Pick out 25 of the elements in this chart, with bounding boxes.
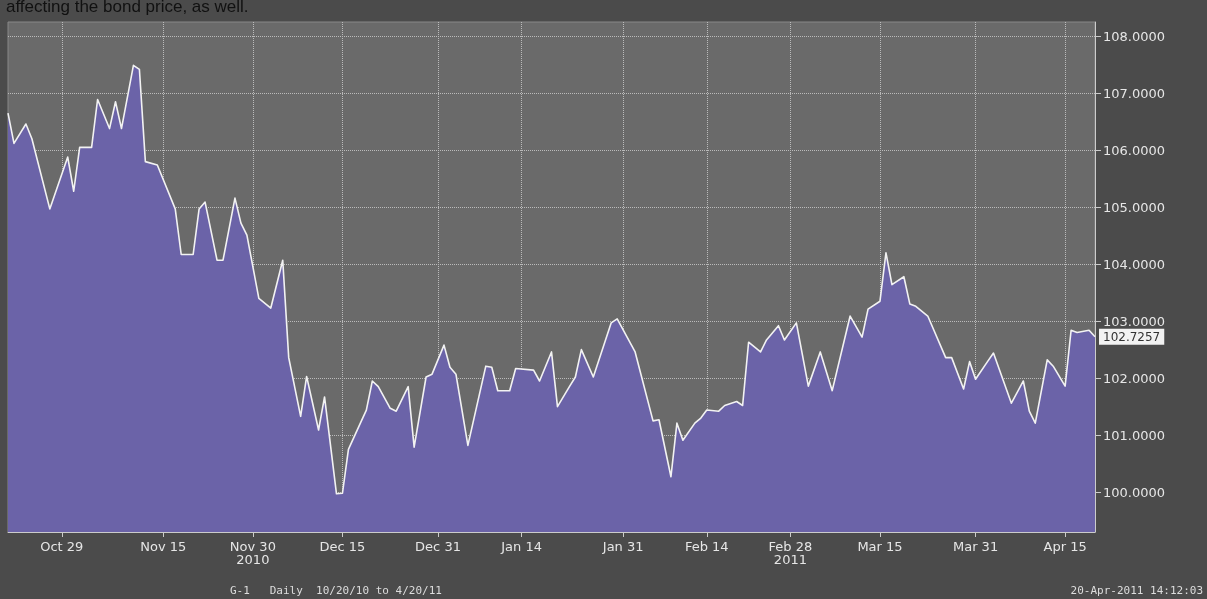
- y-tick-label: 103.0000: [1103, 313, 1166, 329]
- y-tick-label: 107.0000: [1103, 85, 1166, 101]
- x-tick-label: Oct 29: [40, 539, 84, 554]
- y-tick-label: 102.0000: [1103, 370, 1166, 386]
- y-tick-label: 105.0000: [1103, 199, 1166, 215]
- x-tick-label: Apr 15: [1043, 539, 1087, 554]
- x-tick-label: Jan 14: [500, 539, 542, 554]
- text: G-1 Daily 10/20/10 to 4/20/11: [230, 584, 442, 597]
- text: affecting the bond price, as well.: [6, 0, 249, 16]
- y-tick-label: 108.0000: [1103, 28, 1166, 44]
- x-tick-label: Feb 14: [684, 539, 729, 554]
- x-tick-label: Dec 31: [415, 539, 461, 554]
- y-tick-label: 106.0000: [1103, 142, 1166, 158]
- y-tick-label: 104.0000: [1103, 256, 1166, 272]
- text: 20-Apr-2011 14:12:03: [1070, 584, 1203, 597]
- y-tick-label: 101.0000: [1103, 427, 1166, 443]
- y-tick-label: 100.0000: [1103, 484, 1166, 500]
- x-tick-label: Mar 15: [857, 539, 903, 554]
- x-tick-label: Nov 15: [140, 539, 187, 554]
- x-tick-label: Dec 15: [319, 539, 366, 554]
- x-tick-label: Jan 31: [601, 539, 644, 554]
- x-tick-label: Nov 30 2010: [229, 539, 276, 567]
- x-tick-label: Feb 28 2011: [768, 539, 813, 567]
- annotation: 102.7257: [1103, 329, 1161, 344]
- x-tick-label: Mar 31: [952, 539, 999, 554]
